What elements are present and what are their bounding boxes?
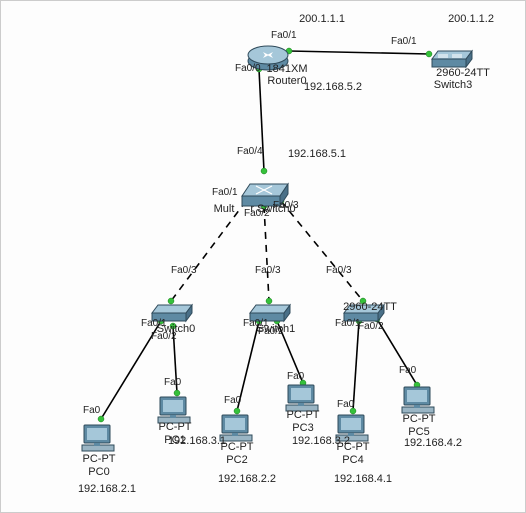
ip-label-6: 192.168.3.1 [168, 435, 226, 447]
label-pc4-l2: PC4 [342, 454, 363, 466]
label-pc0-l2: PC0 [88, 466, 109, 478]
port-label: Fa0/0 [235, 63, 261, 74]
ip-label-1: 200.1.1.1 [299, 13, 345, 25]
port-label: Fa0/1 [391, 36, 417, 47]
port-label: Fa0 [224, 395, 241, 406]
port-label: Fa0/3 [273, 200, 299, 211]
port-label: Fa0 [164, 377, 181, 388]
port-label: Fa0 [287, 371, 304, 382]
port-label: Fa0 [83, 405, 100, 416]
port-label: Fa0/1 [271, 30, 297, 41]
port-label: Fa0/3 [171, 265, 197, 276]
port-label: Fa0/2 [151, 331, 177, 342]
port-label: Fa0 [337, 399, 354, 410]
ip-label-2: 200.1.1.2 [448, 13, 494, 25]
label-pc5-l1: PC-PT [403, 413, 436, 425]
ip-label-8: 192.168.3.2 [292, 435, 350, 447]
port-label: Fa0/1 [212, 187, 238, 198]
port-label: Fa0/2 [358, 321, 384, 332]
label-pc3-l1: PC-PT [287, 409, 320, 421]
label-router0-l1: 1841XM [267, 63, 308, 75]
label-switch3-l1: 2960-24TT [436, 67, 490, 79]
label-switch2-l1: 2960-24TT [343, 301, 397, 313]
port-label: Fa0/1 [141, 318, 167, 329]
label-switch3-l2: Switch3 [434, 79, 473, 91]
topology-canvas: { "meta": { "type": "network", "tool": "… [0, 0, 526, 513]
label-pc0-l1: PC-PT [83, 453, 116, 465]
ip-label-5: 192.168.2.1 [78, 483, 136, 495]
ip-label-7: 192.168.2.2 [218, 473, 276, 485]
port-label: Fa0 [399, 365, 416, 376]
ip-label-9: 192.168.4.1 [334, 473, 392, 485]
ip-label-10: 192.168.4.2 [404, 437, 462, 449]
label-pc2-l2: PC2 [226, 454, 247, 466]
label-router0-l2: Router0 [267, 75, 306, 87]
port-label: Fa0/3 [326, 265, 352, 276]
port-label: Fa0/3 [255, 265, 281, 276]
label-pc3-l2: PC3 [292, 422, 313, 434]
ip-label-4: 192.168.5.1 [288, 148, 346, 160]
port-label: Fa0/2 [258, 326, 284, 337]
port-label: Fa0/4 [237, 146, 263, 157]
port-label: Fa0/1 [335, 318, 361, 329]
ip-label-3: 192.168.5.2 [304, 81, 362, 93]
label-mlswitch0-prefix: Mult [214, 203, 235, 215]
port-label: Fa0/2 [244, 208, 270, 219]
label-pc1-l1: PC-PT [159, 421, 192, 433]
